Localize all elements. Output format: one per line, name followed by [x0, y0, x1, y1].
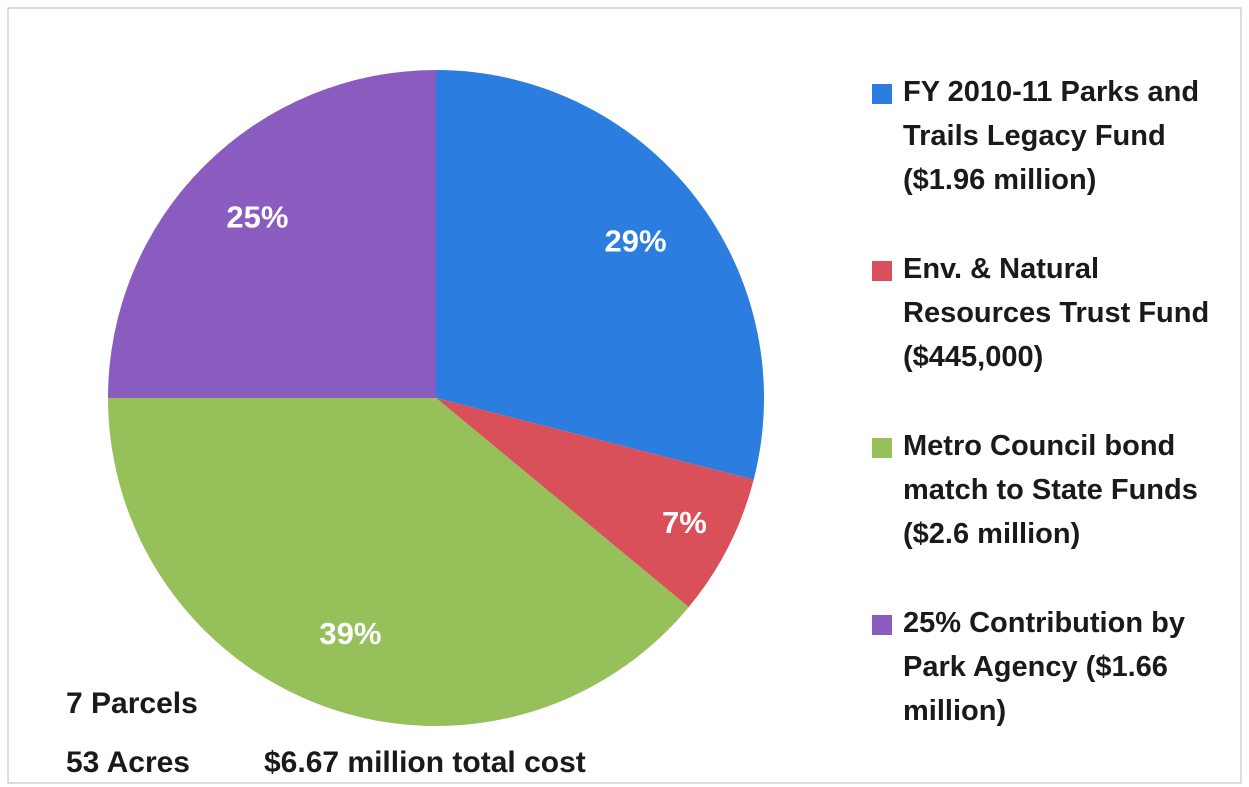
annotation: 7 Parcels [66, 687, 198, 720]
annotation: $6.67 million total cost [264, 746, 586, 779]
legend-label: 25% Contribution by Park Agency ($1.66 m… [903, 607, 1185, 727]
data-label: 29% [605, 223, 667, 258]
data-label: 7% [662, 505, 707, 540]
pie-slice [436, 398, 754, 608]
pie-slice [436, 70, 764, 480]
annotation: 53 Acres [66, 746, 190, 779]
data-label: 39% [319, 616, 381, 651]
pie-slice [107, 398, 689, 726]
legend-swatch [872, 615, 892, 635]
legend-swatch [872, 438, 892, 458]
legend-label: Metro Council bond match to State Funds … [903, 430, 1198, 550]
frame [7, 7, 1242, 784]
legend-swatch [872, 261, 892, 281]
legend-swatch [872, 84, 892, 104]
legend-label: Env. & Natural Resources Trust Fund ($44… [903, 253, 1210, 373]
pie-slice [108, 70, 436, 398]
legend-label: FY 2010-11 Parks and Trails Legacy Fund … [903, 76, 1200, 196]
data-label: 25% [226, 200, 288, 235]
